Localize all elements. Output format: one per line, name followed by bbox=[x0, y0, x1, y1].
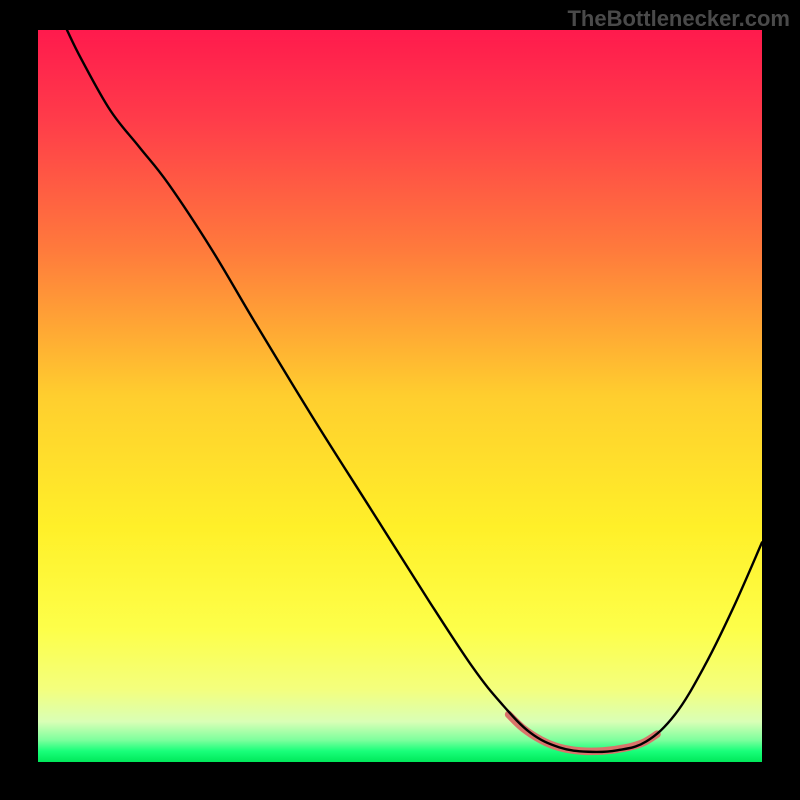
chart-container: TheBottlenecker.com bbox=[0, 0, 800, 800]
plot-area bbox=[38, 30, 762, 762]
watermark-text: TheBottlenecker.com bbox=[567, 6, 790, 32]
gradient-background bbox=[38, 30, 762, 762]
chart-svg bbox=[38, 30, 762, 762]
